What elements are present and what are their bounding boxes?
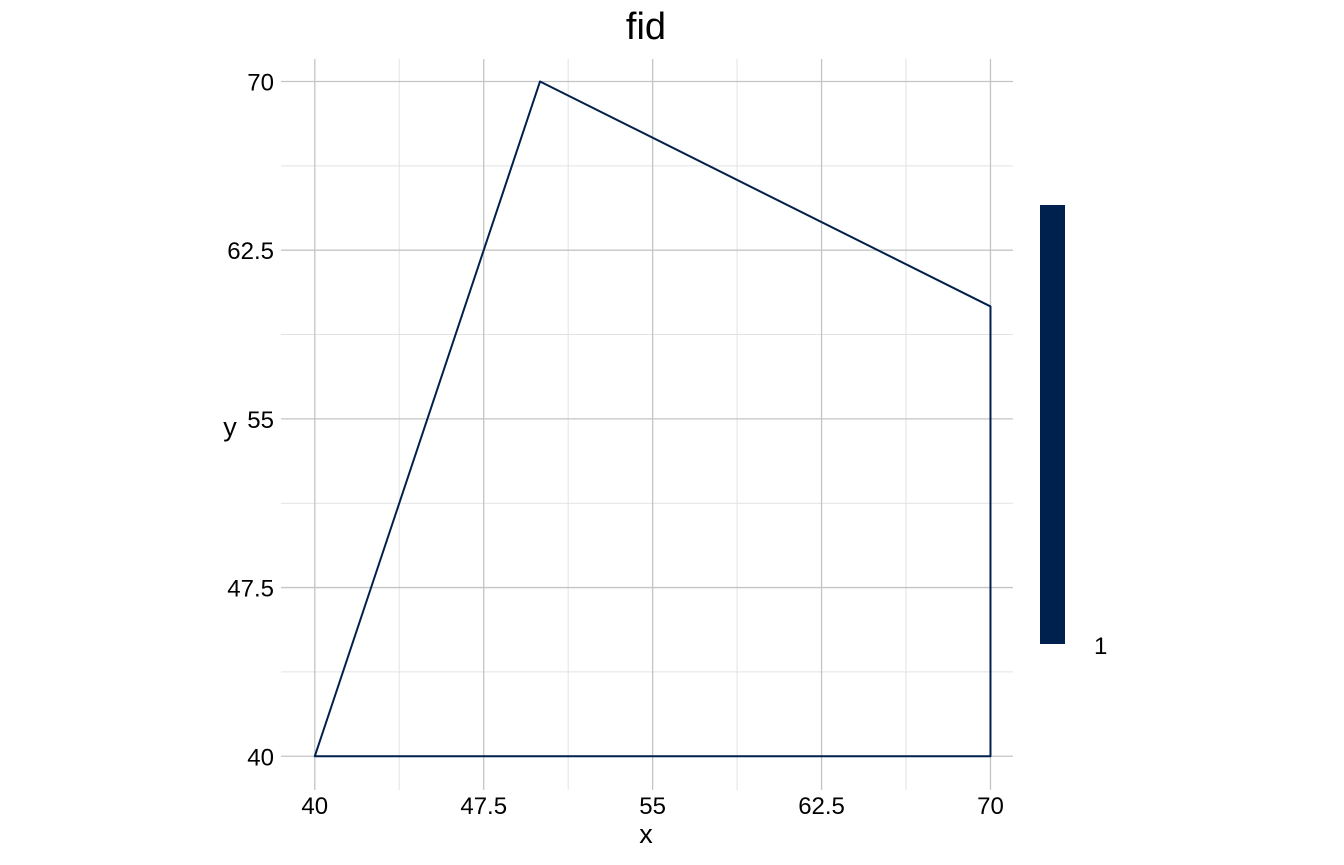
y-tick-label: 62.5 xyxy=(227,238,274,265)
y-axis-ticks: 40 47.5 55 62.5 70 xyxy=(227,69,274,771)
colorbar-label: 1 xyxy=(1094,633,1107,660)
x-axis-ticks: 40 47.5 55 62.5 70 xyxy=(301,793,1003,820)
x-tick-label: 47.5 xyxy=(460,793,507,820)
y-tick-label: 40 xyxy=(247,744,274,771)
colorbar: 1 xyxy=(1040,205,1107,660)
y-tick-label: 55 xyxy=(247,407,274,434)
x-tick-label: 40 xyxy=(301,793,328,820)
y-axis-label: y xyxy=(223,412,237,442)
x-tick-label: 70 xyxy=(977,793,1004,820)
x-axis-label: x xyxy=(639,819,653,849)
data-layer xyxy=(313,80,992,758)
colorbar-bar xyxy=(1040,205,1065,644)
major-gridlines xyxy=(281,59,1013,790)
minor-gridlines xyxy=(281,59,1013,790)
y-tick-label: 47.5 xyxy=(227,576,274,603)
polygon-feature-1 xyxy=(313,80,992,758)
x-tick-label: 55 xyxy=(639,793,666,820)
y-tick-label: 70 xyxy=(247,69,274,96)
chart-title: fid xyxy=(626,6,666,48)
x-tick-label: 62.5 xyxy=(798,793,845,820)
